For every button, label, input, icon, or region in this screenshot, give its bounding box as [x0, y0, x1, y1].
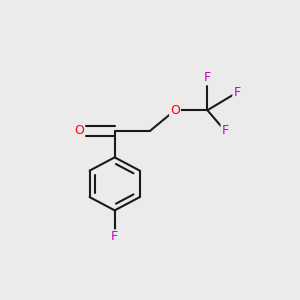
- Text: O: O: [170, 104, 180, 117]
- Text: O: O: [74, 124, 84, 137]
- Text: F: F: [221, 124, 229, 137]
- Text: F: F: [233, 86, 240, 99]
- Text: F: F: [204, 71, 211, 84]
- Text: F: F: [111, 230, 118, 243]
